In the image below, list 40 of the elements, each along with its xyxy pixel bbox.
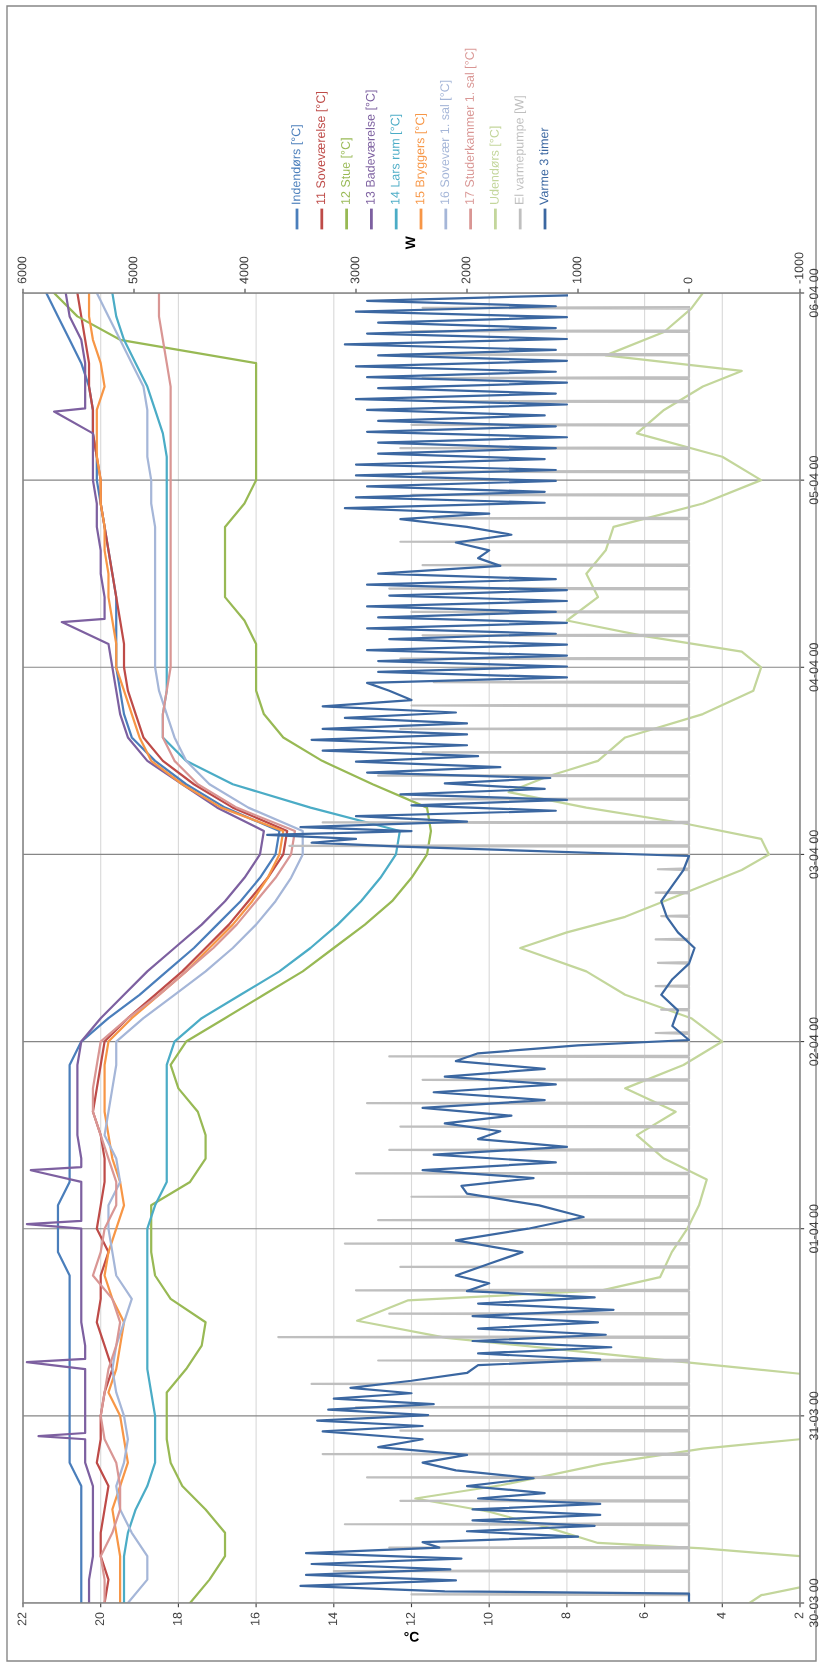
y-tick-label: 30-03 00 <box>809 1578 819 1628</box>
x2-tick-label: 3000 <box>350 256 360 284</box>
x2-tick-label: 5000 <box>128 256 138 284</box>
x-tick-label: 12 <box>406 1612 415 1625</box>
text: 14 Lars rum [°C] <box>390 114 403 205</box>
x-tick-label: 6 <box>639 1612 648 1619</box>
x-tick-label: 8 <box>561 1612 571 1619</box>
x2-tick-label: 2000 <box>461 256 471 284</box>
x2-axis-title: W <box>405 236 416 250</box>
x-tick-label: 16 <box>250 1612 260 1625</box>
text: 15 Bryggers [°C] <box>415 114 427 205</box>
x2-tick-label: 1000 <box>572 256 582 284</box>
text: Udendørs [°C] <box>489 126 502 205</box>
text: Varme 3 timer <box>539 127 549 205</box>
x2-tick-label: 6000 <box>17 256 27 284</box>
x-tick-label: 10 <box>483 1612 493 1625</box>
text: El varmepumpe [W] <box>514 96 527 204</box>
text: Indendørs [°C] <box>291 125 303 204</box>
y-tick-label: 02-04 00 <box>809 1017 819 1066</box>
x-tick-label: 2 <box>794 1612 804 1619</box>
text: 12 Stue [°C] <box>340 138 353 205</box>
x2-tick-label: -1000 <box>794 252 804 284</box>
x-tick-label: 20 <box>95 1612 105 1626</box>
y-tick-label: 06-04 00 <box>809 268 819 318</box>
y-tick-label: 31-03 00 <box>809 1391 819 1441</box>
x-tick-label: 4 <box>716 1612 726 1619</box>
text: 11 Soveværelse [°C] <box>315 92 328 205</box>
x-tick-label: 22 <box>17 1612 27 1626</box>
text: 13 Badeværelse [°C] <box>365 90 378 205</box>
x2-tick-label: 0 <box>683 277 693 284</box>
x-tick-label: 18 <box>172 1612 182 1625</box>
x-axis-title: °C <box>404 1631 419 1642</box>
x-tick-label: 14 <box>328 1612 338 1625</box>
y-tick-label: 03-04 00 <box>809 830 819 879</box>
y-tick-label: 04-04 00 <box>809 643 819 692</box>
text: 16 Sovevær 1. sal [°C] <box>439 80 452 205</box>
text: 17 Studerkammer 1. sal [°C] <box>464 48 477 205</box>
x2-tick-label: 4000 <box>239 256 249 284</box>
y-tick-label: 01-04 00 <box>809 1204 819 1253</box>
y-tick-label: 05-04 00 <box>809 455 819 505</box>
